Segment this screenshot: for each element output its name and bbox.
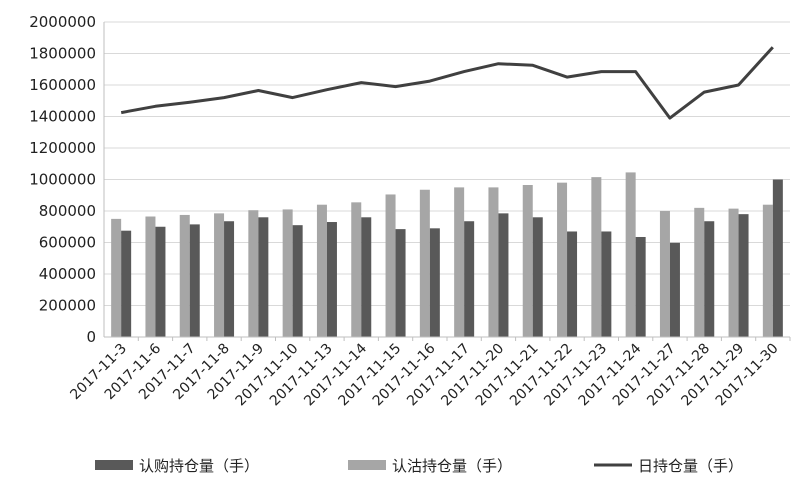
bar-put-14 [557,182,568,337]
y-tick-label: 1200000 [29,139,96,157]
bar-put-2 [145,216,156,337]
bar-call-12 [498,213,509,337]
legend-call-label: 认购持仓量（手） [139,457,259,475]
y-tick-label: 1800000 [29,45,96,63]
x-axis: 2017-11-32017-11-62017-11-72017-11-82017… [67,336,791,409]
bar-put-10 [419,189,430,337]
bar-put-6 [282,209,293,337]
bar-call-3 [189,224,200,337]
y-tick-label: 200000 [39,297,96,315]
legend-put-swatch [348,460,386,470]
y-tick-label: 1000000 [29,171,96,189]
bar-call-18 [704,221,715,337]
bar-call-7 [326,222,337,337]
bar-call-10 [429,228,440,337]
bar-call-13 [532,217,543,337]
bar-call-19 [738,214,749,337]
bar-put-5 [248,210,259,337]
bar-call-5 [258,217,269,337]
legend-call-swatch [95,460,133,470]
bar-put-3 [179,214,190,337]
bar-put-1 [111,218,122,337]
y-axis: 0 200000 400000 600000 800000 1000000 1200000 1… [29,13,105,346]
bar-call-16 [635,236,646,337]
bar-call-11 [464,221,475,337]
y-tick-label: 0 [86,328,96,346]
bar-put-19 [728,208,739,337]
bar-call-1 [121,230,132,337]
bar-put-18 [694,207,705,337]
y-tick-label: 1400000 [29,108,96,126]
bars [111,172,783,337]
y-tick-label: 400000 [39,265,96,283]
bar-call-4 [224,221,235,337]
bar-call-17 [669,242,680,337]
bar-put-20 [762,204,773,337]
bar-call-6 [292,225,303,337]
bar-put-4 [214,213,225,337]
y-tick-label: 1600000 [29,76,96,94]
grid [104,21,790,338]
bar-put-11 [454,187,465,337]
bar-call-20 [772,179,783,337]
y-tick-label: 2000000 [29,13,96,31]
bar-put-9 [385,194,396,337]
bar-call-9 [395,229,406,337]
bar-put-15 [591,177,602,337]
bar-put-13 [522,185,533,337]
bar-put-12 [488,187,499,337]
bar-call-14 [567,231,578,337]
line-total-holdings [120,46,774,120]
y-tick-label: 800000 [39,202,96,220]
legend: 认购持仓量（手） 认沽持仓量（手） 日持仓量（手） [95,457,743,475]
bar-call-8 [361,217,372,337]
bar-call-15 [601,231,612,337]
y-tick-label: 600000 [39,234,96,252]
line-series [120,46,774,120]
legend-total-label: 日持仓量（手） [638,457,743,475]
bar-put-7 [316,204,327,337]
bar-put-16 [625,172,636,337]
bar-put-17 [659,211,670,337]
bar-put-8 [351,202,362,337]
legend-put-label: 认沽持仓量（手） [392,457,512,475]
bar-call-2 [155,226,166,337]
